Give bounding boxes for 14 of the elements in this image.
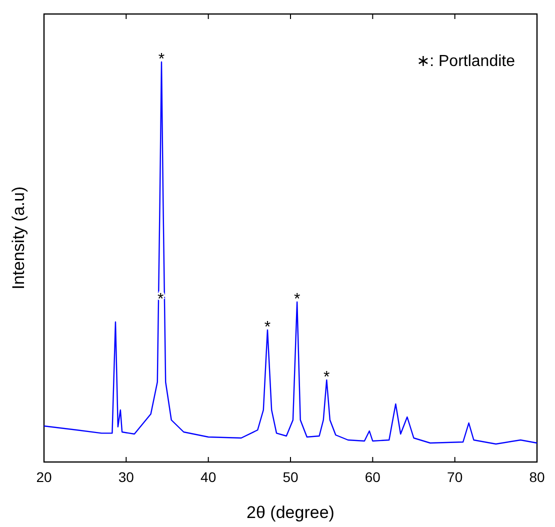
annotation: * <box>158 51 165 68</box>
annotation: * <box>264 319 271 336</box>
x-tick-label: 30 <box>118 469 134 485</box>
x-tick-label: 20 <box>36 469 52 485</box>
x-tick-label: 70 <box>447 469 463 485</box>
x-axis-title: 2θ (degree) <box>246 503 334 522</box>
x-tick-label: 40 <box>200 469 216 485</box>
x-tick-label: 50 <box>282 469 298 485</box>
x-tick-label: 60 <box>364 469 381 485</box>
x-tick-label: 80 <box>529 469 545 485</box>
annotation: ∗: Portlandite <box>416 53 516 70</box>
annotation: * <box>294 291 300 308</box>
y-axis-title: Intensity (a.u) <box>9 186 28 290</box>
annotation: * <box>324 369 330 386</box>
